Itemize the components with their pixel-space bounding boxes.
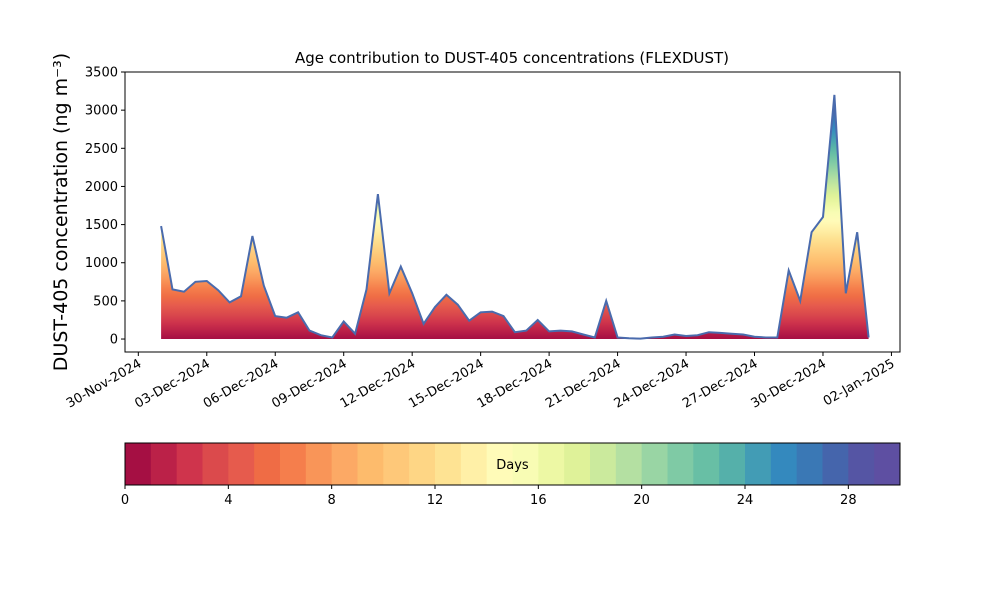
x-tick-label: 15-Dec-2024 — [406, 356, 486, 411]
colorbar-swatch — [460, 443, 488, 485]
colorbar-swatch — [254, 443, 281, 485]
colorbar-swatch — [305, 443, 333, 485]
colorbar-swatch — [435, 443, 462, 485]
colorbar-swatch — [874, 443, 901, 485]
colorbar-swatch — [745, 443, 772, 485]
x-tick-label: 21-Dec-2024 — [543, 356, 623, 411]
colorbar-swatch — [409, 443, 436, 485]
y-tick-label: 2500 — [85, 142, 118, 157]
total-line — [160, 94, 870, 340]
x-tick-label: 12-Dec-2024 — [338, 356, 418, 411]
y-axis-label: DUST-405 concentration (ng m⁻³) — [50, 53, 72, 371]
colorbar-frame — [124, 442, 901, 486]
plot-frame — [124, 71, 901, 353]
colorbar-tick-label: 8 — [328, 493, 336, 508]
x-tick-label: 09-Dec-2024 — [269, 356, 349, 411]
colorbar-swatch — [538, 443, 565, 485]
colorbar-swatch — [228, 443, 255, 485]
colorbar-tick-label: 0 — [121, 493, 129, 508]
x-tick-label: 30-Dec-2024 — [749, 356, 829, 411]
colorbar-swatch — [615, 443, 643, 485]
x-tick-label: 24-Dec-2024 — [612, 356, 692, 411]
x-tick-label: 18-Dec-2024 — [475, 356, 555, 411]
colorbar-tick-label: 12 — [427, 493, 444, 508]
y-tick-label: 1500 — [85, 218, 118, 233]
x-tick-label: 30-Nov-2024 — [64, 356, 144, 411]
colorbar-tick-label: 20 — [633, 493, 650, 508]
colorbar-swatch — [822, 443, 849, 485]
chart-title: Age contribution to DUST-405 concentrati… — [295, 49, 729, 67]
y-tick-label: 0 — [110, 333, 118, 348]
y-tick-label: 1000 — [85, 256, 118, 271]
colorbar-swatch — [770, 443, 798, 485]
colorbar-swatch — [486, 443, 513, 485]
colorbar-swatch — [125, 443, 152, 485]
colorbar-swatch — [564, 443, 591, 485]
colorbar-label: Days — [496, 458, 529, 473]
x-tick-label: 02-Jan-2025 — [821, 356, 898, 409]
colorbar-swatch — [202, 443, 229, 485]
colorbar-tick-label: 28 — [840, 493, 857, 508]
area — [161, 94, 869, 340]
colorbar-tick-label: 16 — [530, 493, 547, 508]
colorbar-swatch — [796, 443, 823, 485]
colorbar-tick-label: 24 — [737, 493, 754, 508]
colorbar-swatch — [280, 443, 307, 485]
colorbar-swatch — [176, 443, 203, 485]
colorbar-swatch — [383, 443, 410, 485]
colorbar-swatch — [357, 443, 384, 485]
colorbar-swatch — [331, 443, 358, 485]
colorbar-swatch — [641, 443, 668, 485]
colorbar-swatch — [719, 443, 746, 485]
x-tick-label: 03-Dec-2024 — [132, 356, 212, 411]
colorbar-swatch — [512, 443, 539, 485]
colorbar-swatch — [667, 443, 694, 485]
y-tick-label: 3500 — [85, 66, 118, 81]
colorbar-swatch — [693, 443, 720, 485]
y-tick-label: 500 — [93, 294, 118, 309]
colorbar-tick-label: 4 — [224, 493, 232, 508]
x-tick-label: 27-Dec-2024 — [680, 356, 760, 411]
colorbar-swatch — [848, 443, 875, 485]
y-tick-label: 3000 — [85, 104, 118, 119]
x-tick-label: 06-Dec-2024 — [201, 356, 281, 411]
colorbar-swatch — [590, 443, 617, 485]
y-tick-label: 2000 — [85, 180, 118, 195]
colorbar-swatch — [150, 443, 178, 485]
